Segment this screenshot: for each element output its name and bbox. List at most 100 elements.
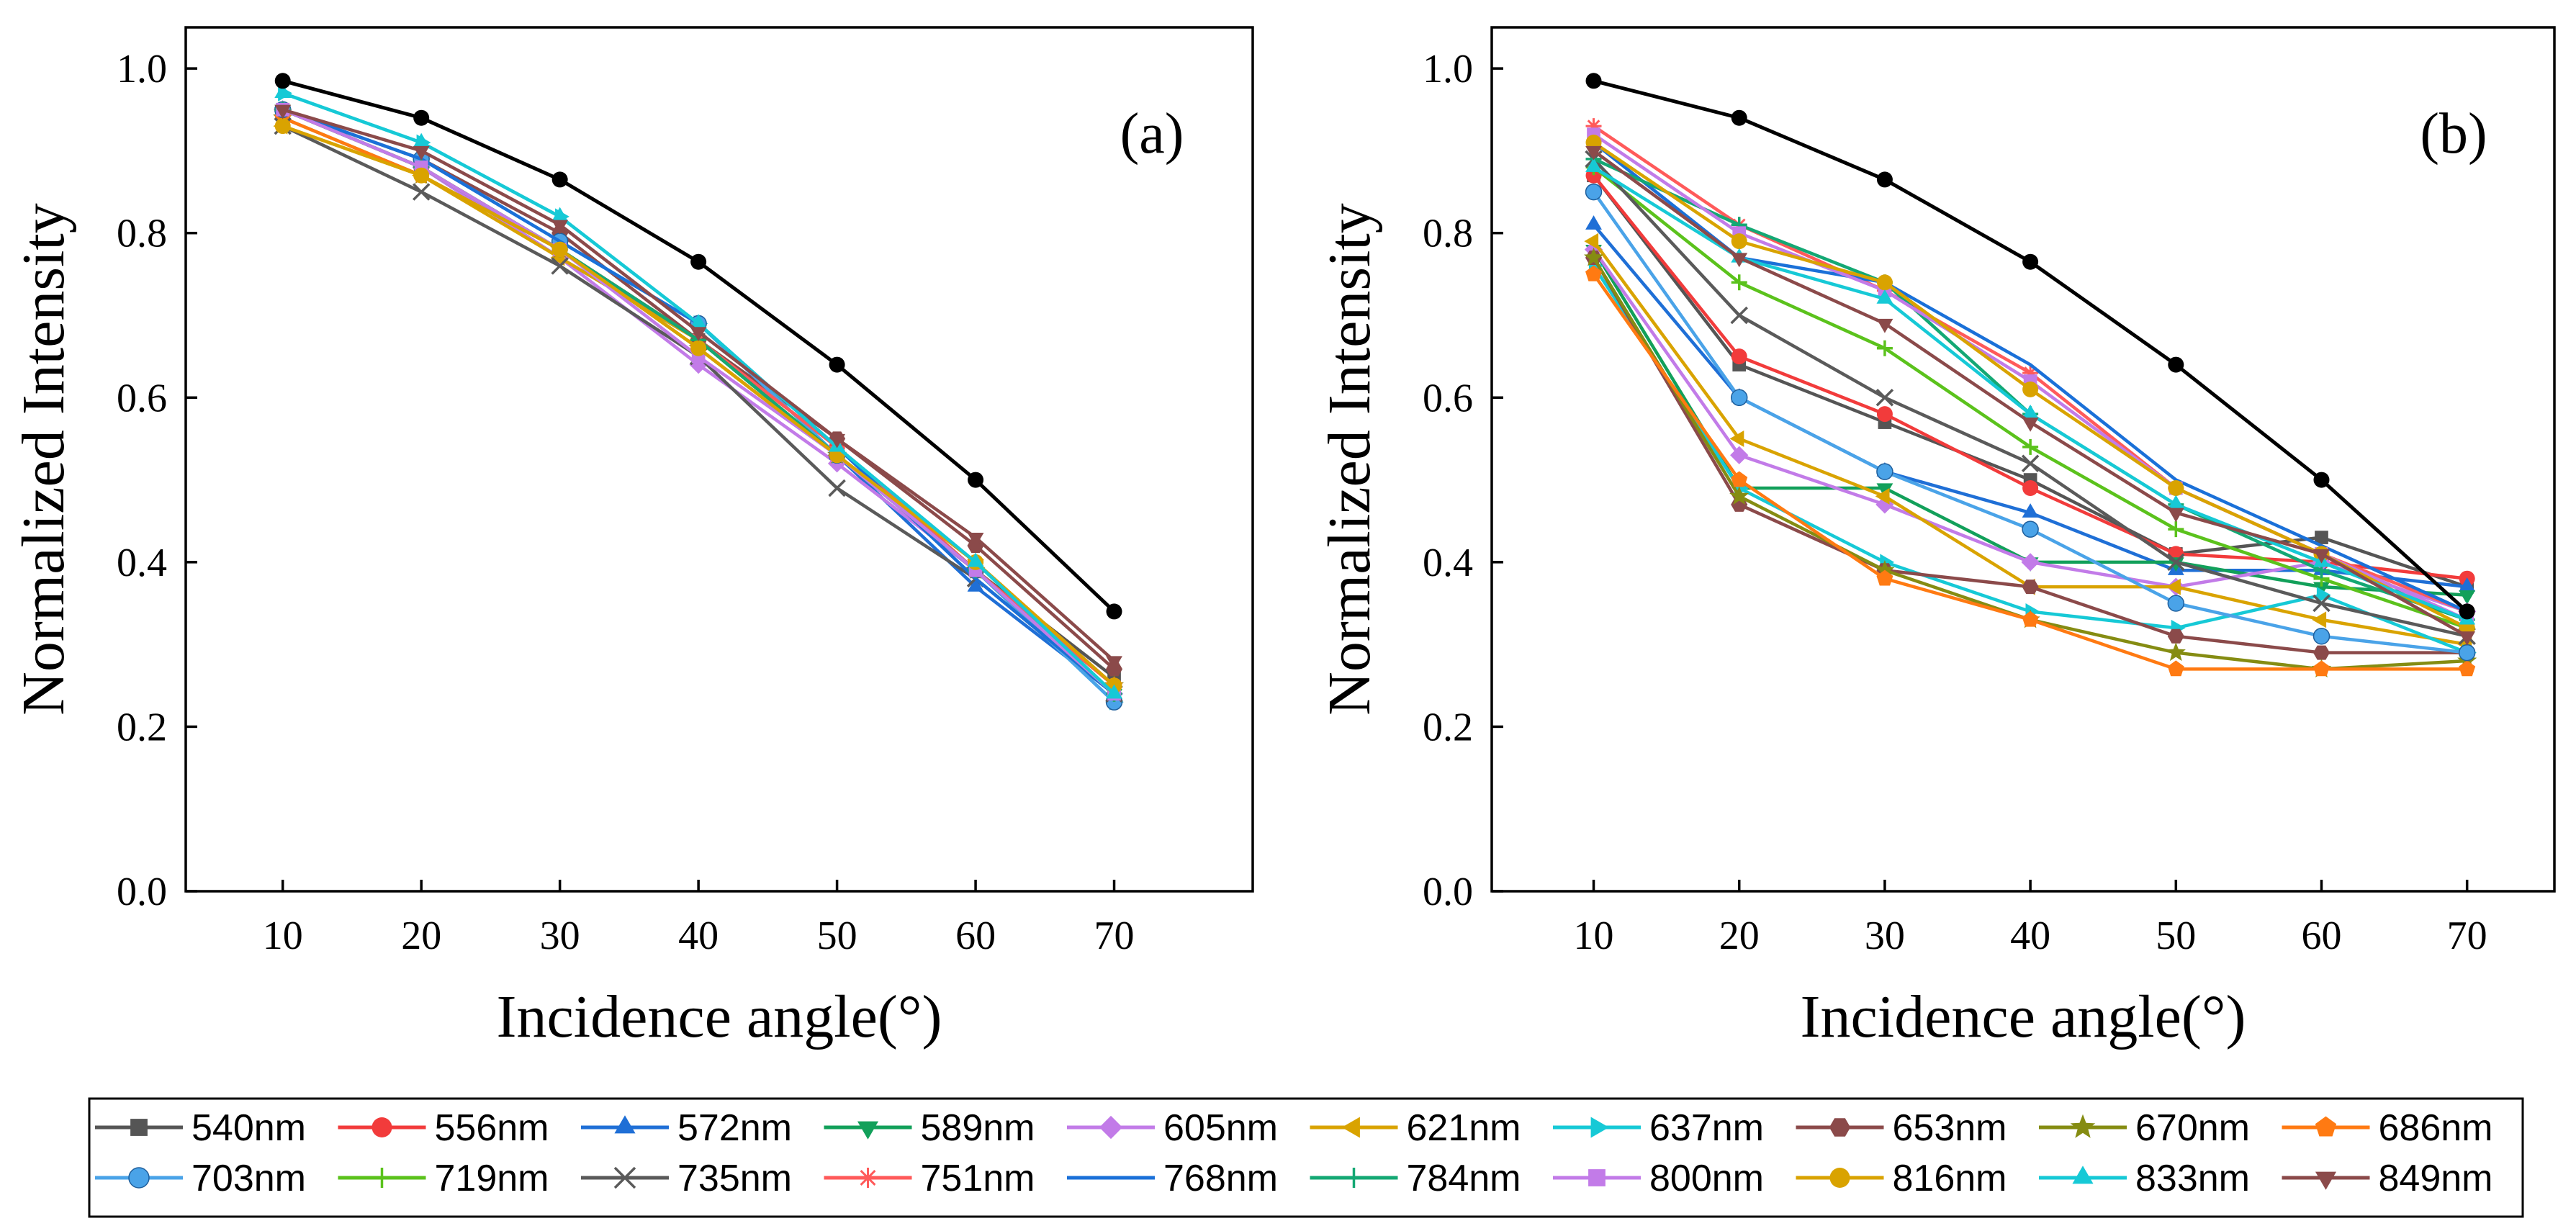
data-point [690, 253, 707, 270]
series-849nm [1585, 145, 2476, 646]
series-line [282, 108, 1116, 695]
data-point [2168, 356, 2184, 373]
data-point [2167, 628, 2184, 644]
data-point [1729, 486, 1749, 505]
data-point [829, 356, 845, 373]
series-line [282, 108, 1116, 703]
data-point [2312, 594, 2330, 613]
series-719nm [274, 102, 1122, 702]
legend-entry-653nm: 653nm [1796, 1107, 2007, 1149]
series-line [282, 108, 1115, 695]
legend-entry-833nm: 833nm [2039, 1158, 2250, 1199]
x-tick-label: 10 [263, 914, 303, 958]
data-point [2022, 503, 2039, 518]
data-point [2312, 645, 2330, 660]
data-point [1729, 430, 1744, 447]
legend-entry-703nm: 703nm [95, 1158, 306, 1199]
data-point [2022, 610, 2039, 627]
legend-label: 653nm [1893, 1107, 2007, 1149]
series-line [282, 116, 1115, 688]
legend-label: 800nm [1649, 1158, 1764, 1199]
data-point [1875, 495, 1894, 514]
data-point [967, 532, 984, 547]
data-point [551, 241, 568, 258]
legend-label: 751nm [921, 1158, 1035, 1199]
series-849nm [274, 104, 1122, 671]
series-605nm [274, 100, 1124, 703]
data-point [1731, 274, 1747, 291]
series-reference [274, 73, 1122, 620]
data-point [2166, 578, 2181, 595]
data-point [1730, 306, 1748, 325]
data-point [2313, 582, 2330, 597]
data-point [1585, 158, 1602, 172]
data-point [1106, 656, 1122, 671]
legend-label: 540nm [192, 1107, 306, 1149]
data-point [2316, 587, 2331, 604]
legend-marker [1829, 1118, 1851, 1137]
data-point [2022, 480, 2039, 496]
x-tick-label: 70 [1094, 914, 1135, 958]
data-point [967, 552, 984, 567]
x-tick-label: 30 [540, 914, 580, 958]
y-axis-title: Normalized Intensity [1316, 203, 1383, 715]
x-axis-title: Incidence angle(°) [497, 983, 942, 1050]
y-tick-label: 0.4 [117, 541, 167, 585]
series-line [282, 116, 1116, 687]
data-point [1876, 340, 1893, 356]
x-tick-label: 60 [955, 914, 996, 958]
series-572nm [274, 100, 1122, 699]
data-point [413, 145, 430, 161]
legend-marker [2315, 1171, 2337, 1190]
legend-label: 605nm [1163, 1107, 1278, 1149]
data-point [2022, 580, 2039, 595]
y-tick-label: 0.8 [1423, 212, 1473, 256]
series-line [282, 108, 1115, 695]
legend-label: 621nm [1407, 1107, 1521, 1149]
data-point [2167, 660, 2184, 677]
series-670nm [273, 107, 1125, 694]
legend-marker [2315, 1116, 2337, 1137]
data-point [413, 109, 430, 126]
data-point [2459, 590, 2476, 605]
data-point [274, 73, 291, 89]
data-point [1875, 487, 1890, 505]
legend-label: 572nm [677, 1107, 792, 1149]
legend-marker [857, 1121, 879, 1140]
legend-marker [2070, 1114, 2096, 1138]
legend-entry-670nm: 670nm [2039, 1107, 2250, 1149]
series-line [282, 91, 1116, 695]
panel-a: 10 20 30 40 50 60 70 0.0 0.2 0.4 0.6 0.8 1.0 Incidenc… [10, 26, 1254, 1050]
data-point [1876, 274, 1893, 291]
data-point [1876, 318, 1893, 333]
data-point [551, 220, 569, 235]
legend-label: 849nm [2379, 1158, 2493, 1199]
legend-entry-540nm: 540nm [95, 1107, 306, 1149]
data-point [1585, 265, 1603, 281]
series-line [282, 108, 1116, 695]
series-540nm [276, 102, 1121, 685]
legend-entry-589nm: 589nm [824, 1107, 1035, 1149]
data-point [1876, 569, 1893, 586]
series-621nm [273, 117, 1120, 703]
legend-marker [130, 1119, 148, 1136]
data-point [551, 171, 568, 188]
x-tick-label: 50 [2156, 914, 2196, 958]
legend-entry-621nm: 621nm [1310, 1107, 1521, 1149]
data-point [2022, 438, 2039, 455]
data-point [1876, 406, 1893, 423]
y-tick-label: 0.2 [117, 705, 167, 749]
series-reference [1585, 73, 2475, 620]
legend-entry-637nm: 637nm [1553, 1107, 1764, 1149]
data-point [551, 257, 569, 275]
legend-marker [1343, 1168, 1364, 1188]
data-point [2022, 520, 2039, 538]
data-point [1731, 233, 1747, 250]
legend-marker [1588, 1169, 1606, 1186]
data-point [968, 472, 984, 488]
y-tick-label: 0.0 [117, 870, 167, 914]
legend-entry-572nm: 572nm [581, 1107, 792, 1149]
data-point [2459, 631, 2476, 646]
y-tick-label: 1.0 [117, 47, 167, 91]
data-point [2168, 480, 2184, 496]
